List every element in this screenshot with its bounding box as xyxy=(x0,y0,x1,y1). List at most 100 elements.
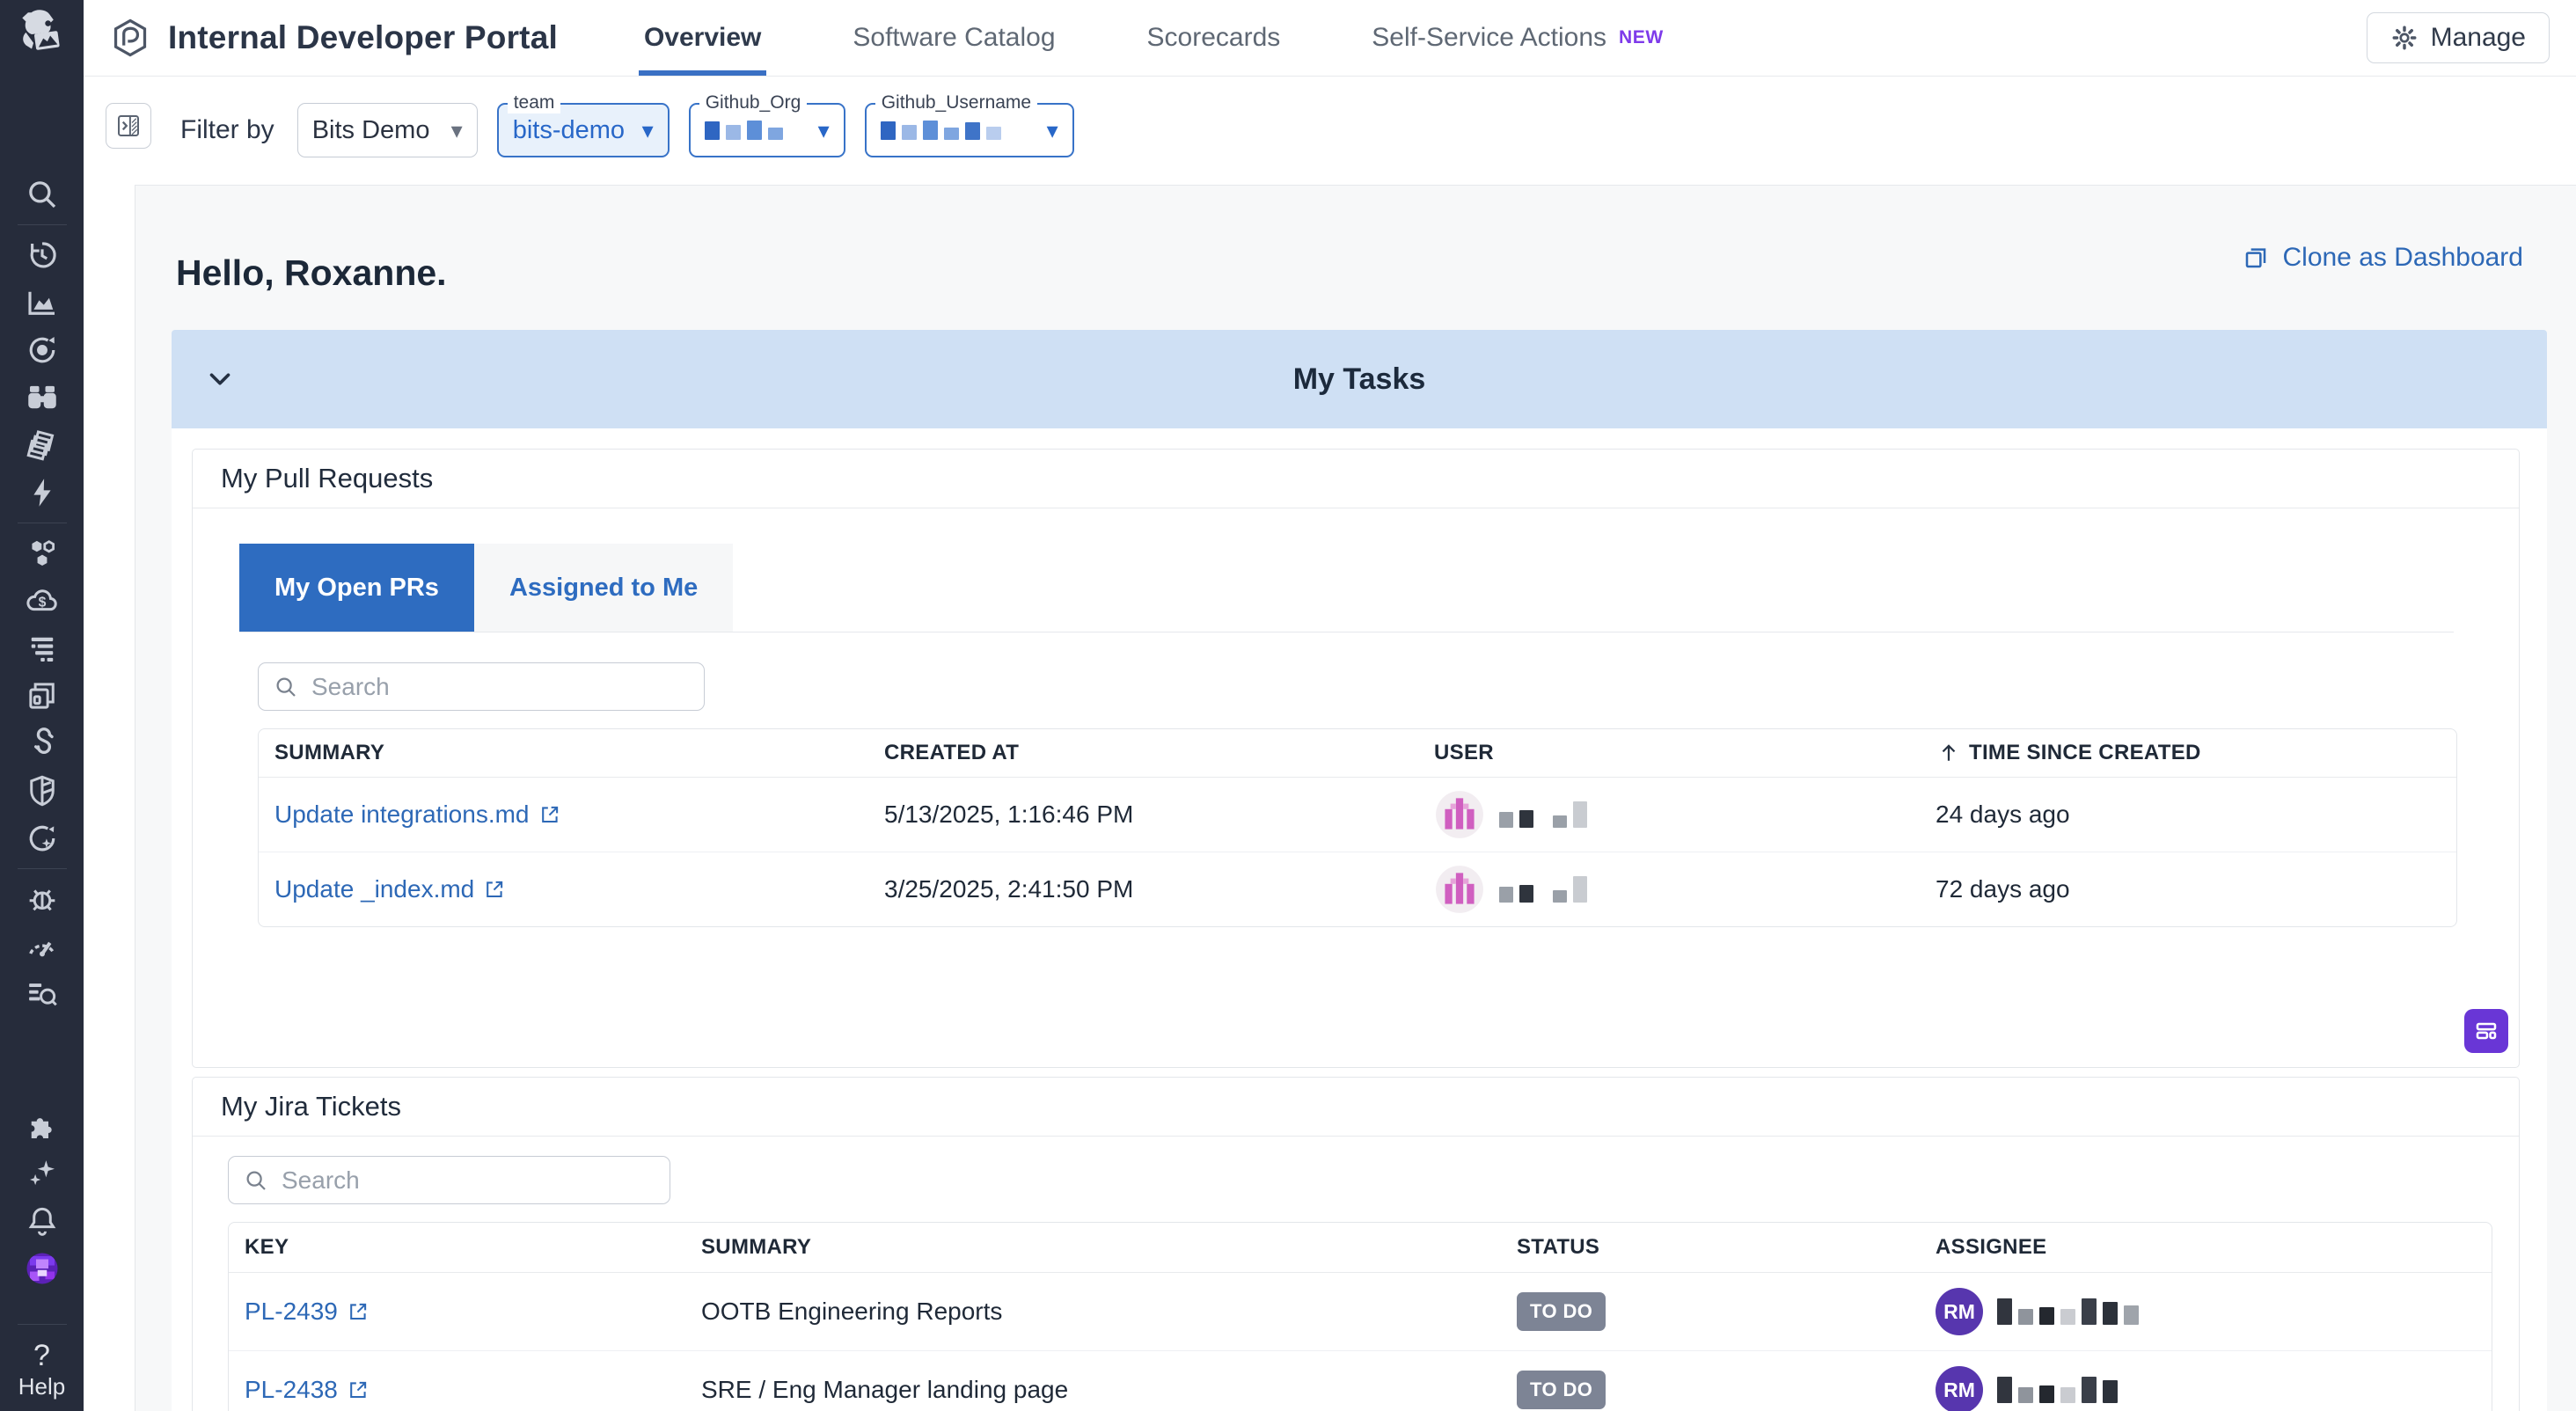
tab-self-service-actions[interactable]: Self-Service Actions NEW xyxy=(1372,23,1664,52)
table-row: PL-2439 OOTB Engineering Reports TO DO R… xyxy=(229,1273,2492,1351)
sidebar-item-pipelines[interactable] xyxy=(0,720,84,767)
tab-overview[interactable]: Overview xyxy=(638,0,767,76)
widget-settings-button[interactable] xyxy=(2464,1009,2508,1053)
sidebar-item-logs[interactable] xyxy=(0,625,84,672)
tab-assigned-to-me[interactable]: Assigned to Me xyxy=(473,544,734,632)
github-username-select[interactable]: Github_Username ▾ xyxy=(864,92,1074,157)
collapsed-filter-panel xyxy=(84,76,135,1411)
pr-link[interactable]: Update integrations.md xyxy=(274,801,561,829)
my-tasks-title: My Tasks xyxy=(1292,362,1426,396)
datadog-logo-icon[interactable] xyxy=(13,7,71,65)
pr-tabs: My Open PRs Assigned to Me xyxy=(239,544,2454,632)
port-logo-icon xyxy=(113,18,147,57)
chevron-down-icon: ▾ xyxy=(450,117,463,143)
sparkles-icon xyxy=(29,1160,55,1186)
sidebar-item-watchdog[interactable] xyxy=(0,374,84,421)
sidebar-item-error-tracking[interactable] xyxy=(0,875,84,923)
tab-scorecards[interactable]: Scorecards xyxy=(1146,23,1281,52)
table-row: Update _index.md 3/25/2025, 2:41:50 PM 7… xyxy=(259,852,2456,926)
gear-icon xyxy=(2392,26,2417,50)
sidebar-item-audit[interactable] xyxy=(0,970,84,1018)
manage-button[interactable]: Manage xyxy=(2366,12,2550,63)
sidebar-item-resources[interactable] xyxy=(0,530,84,577)
scope-select[interactable]: Bits Demo ▾ xyxy=(296,103,478,157)
search-input[interactable] xyxy=(310,671,690,702)
jira-tickets-widget: My Jira Tickets KEY SUMMARY STATUS ASSIG… xyxy=(192,1077,2520,1411)
external-link-icon xyxy=(350,1381,367,1399)
column-header-summary[interactable]: SUMMARY xyxy=(701,1235,812,1259)
team-select-label: team xyxy=(507,92,561,113)
widget-title: My Pull Requests xyxy=(193,450,2519,508)
column-header-assignee[interactable]: ASSIGNEE xyxy=(1936,1235,2047,1259)
sidebar-item-performance[interactable] xyxy=(0,923,84,970)
list-search-icon xyxy=(28,983,57,1006)
external-link-icon xyxy=(541,806,558,823)
panel-expand-icon xyxy=(118,115,140,137)
help-label: Help xyxy=(18,1373,66,1400)
sidebar-item-user[interactable] xyxy=(0,1245,84,1292)
ticket-link[interactable]: PL-2439 xyxy=(245,1298,370,1326)
status-badge: TO DO xyxy=(1517,1292,1606,1331)
assignee-cell: RM xyxy=(1920,1366,2492,1411)
assignee-avatar: RM xyxy=(1936,1288,1983,1335)
my-tasks-section-header[interactable]: My Tasks xyxy=(172,330,2547,428)
github-org-select[interactable]: Github_Org ▾ xyxy=(688,92,845,157)
bell-icon xyxy=(28,1207,55,1236)
sidebar-item-dashboards[interactable] xyxy=(0,672,84,720)
table-row: Update integrations.md 5/13/2025, 1:16:4… xyxy=(259,778,2456,852)
tab-my-open-prs[interactable]: My Open PRs xyxy=(239,544,474,632)
user-avatar xyxy=(26,1253,57,1284)
puzzle-icon xyxy=(31,1118,52,1138)
table-widget-icon xyxy=(2476,1022,2497,1040)
column-header-status[interactable]: STATUS xyxy=(1517,1235,1600,1259)
bug-icon xyxy=(29,889,55,911)
logs-icon xyxy=(31,637,53,662)
column-header-time-since-created[interactable]: TIME SINCE CREATED xyxy=(1920,740,2456,766)
sidebar-item-security[interactable] xyxy=(0,767,84,815)
help-button[interactable]: ? Help xyxy=(18,1340,65,1400)
sidebar-item-apm[interactable] xyxy=(0,326,84,374)
redacted-username xyxy=(1499,876,1587,903)
summary-cell: OOTB Engineering Reports xyxy=(701,1298,1003,1325)
sidebar-divider xyxy=(17,224,67,225)
expand-filter-panel-button[interactable] xyxy=(106,103,151,149)
column-header-created-at[interactable]: CREATED AT xyxy=(884,741,1020,764)
sidebar-divider xyxy=(17,1324,67,1325)
team-select[interactable]: team bits-demo ▾ xyxy=(496,92,670,157)
sidebar-item-metrics[interactable] xyxy=(0,279,84,326)
column-header-summary[interactable]: SUMMARY xyxy=(274,741,385,764)
sidebar-item-integrations[interactable] xyxy=(0,1102,84,1150)
clone-as-dashboard-link[interactable]: Clone as Dashboard xyxy=(2242,243,2523,273)
status-badge: TO DO xyxy=(1517,1371,1606,1409)
main-nav: Overview Software Catalog Scorecards Sel… xyxy=(638,0,1750,76)
column-header-key[interactable]: KEY xyxy=(245,1235,289,1259)
redacted-assignee-name xyxy=(1997,1298,2139,1325)
windows-icon xyxy=(28,683,55,709)
user-cell xyxy=(1418,864,1920,915)
created-at-cell: 3/25/2025, 2:41:50 PM xyxy=(884,875,1134,903)
chevron-down-icon[interactable] xyxy=(203,362,237,396)
sidebar-item-cloud-cost[interactable]: $ xyxy=(0,577,84,625)
sidebar-item-catalog[interactable] xyxy=(0,421,84,469)
sidebar-item-service-quality[interactable] xyxy=(0,815,84,862)
pr-link[interactable]: Update _index.md xyxy=(274,875,506,903)
apm-icon xyxy=(29,336,55,363)
page-title: Internal Developer Portal xyxy=(168,19,558,55)
search-icon xyxy=(28,181,55,208)
sidebar-item-history[interactable] xyxy=(0,231,84,279)
sidebar-item-notifications[interactable] xyxy=(0,1197,84,1245)
filter-bar: Filter by Bits Demo ▾ team bits-demo ▾ G… xyxy=(135,76,2576,186)
sidebar-item-actions[interactable] xyxy=(0,469,84,516)
sidebar-divider xyxy=(17,868,67,869)
github-org-select-label: Github_Org xyxy=(699,92,808,113)
top-header: Internal Developer Portal Overview Softw… xyxy=(84,0,2576,77)
tab-software-catalog[interactable]: Software Catalog xyxy=(853,23,1056,52)
column-header-user[interactable]: USER xyxy=(1434,741,1494,764)
table-row: PL-2438 SRE / Eng Manager landing page T… xyxy=(229,1351,2492,1411)
sidebar-item-search[interactable] xyxy=(0,171,84,218)
ticket-link[interactable]: PL-2438 xyxy=(245,1376,370,1404)
jira-search xyxy=(228,1156,670,1204)
filter-by-label: Filter by xyxy=(180,115,274,144)
search-input[interactable] xyxy=(280,1165,655,1195)
sidebar-item-ai-assistant[interactable] xyxy=(0,1150,84,1197)
